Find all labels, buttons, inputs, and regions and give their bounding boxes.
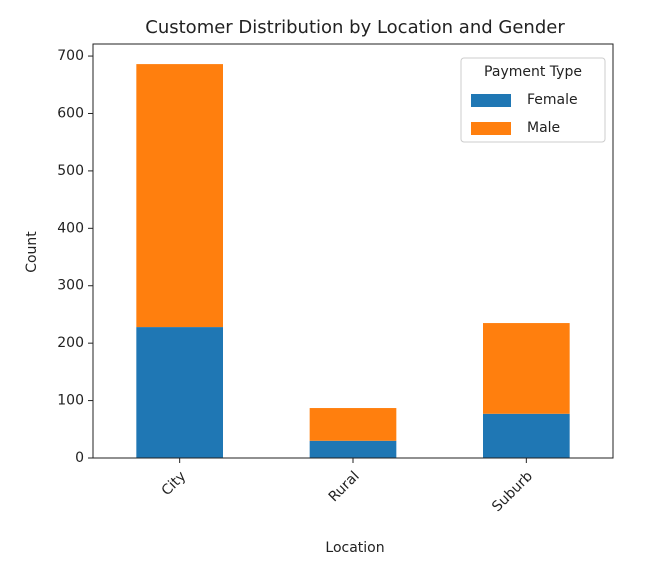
legend-box — [460, 57, 606, 143]
legend-swatch — [471, 122, 511, 135]
x-tick-label: Rural — [326, 468, 363, 505]
y-tick-label: 600 — [57, 105, 84, 121]
y-tick-label: 300 — [57, 278, 84, 294]
y-tick-label: 100 — [57, 393, 84, 409]
bar-segment — [136, 64, 223, 328]
bar-segment — [309, 440, 397, 458]
bar-segment — [483, 413, 570, 458]
y-tick-label: 400 — [57, 220, 84, 236]
y-tick-label: 0 — [75, 450, 84, 466]
legend-label: Male — [527, 120, 560, 136]
plot-frame — [92, 43, 614, 459]
bar-segment — [483, 323, 570, 414]
bar-segment — [136, 327, 223, 458]
bar-segment — [309, 408, 397, 441]
chart-title: Customer Distribution by Location and Ge… — [145, 17, 565, 38]
legend-title: Payment Type — [484, 64, 582, 80]
x-tick-label: Suburb — [489, 468, 536, 515]
y-tick-label: 500 — [57, 163, 84, 179]
y-tick-label: 200 — [57, 335, 84, 351]
y-tick-label: 700 — [57, 48, 84, 64]
x-tick-label: City — [159, 468, 190, 499]
legend-label: Female — [527, 92, 578, 108]
legend-swatch — [471, 94, 511, 107]
x-axis-label: Location — [325, 540, 384, 556]
y-axis-label: Count — [24, 231, 40, 273]
